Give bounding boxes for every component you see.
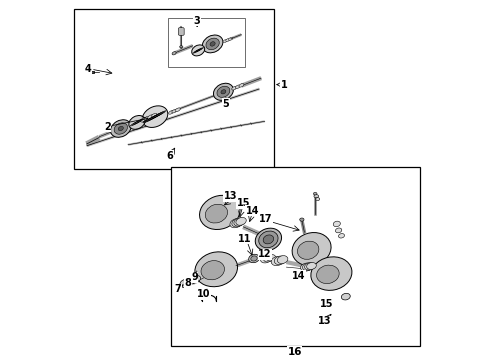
Ellipse shape [263,235,273,244]
Ellipse shape [86,71,89,73]
Ellipse shape [195,252,238,287]
Ellipse shape [300,263,312,271]
Text: 6: 6 [167,150,173,161]
Ellipse shape [339,234,344,238]
Ellipse shape [274,256,286,265]
Text: 17: 17 [259,213,272,224]
Ellipse shape [302,263,314,271]
Bar [168,18,245,67]
Ellipse shape [259,231,278,248]
Ellipse shape [192,45,205,56]
Text: 1: 1 [280,80,287,90]
FancyBboxPatch shape [178,28,184,35]
Ellipse shape [214,83,233,100]
Text: 2: 2 [104,122,111,132]
Ellipse shape [217,86,230,97]
Text: 3: 3 [194,15,200,26]
Ellipse shape [311,257,352,291]
Ellipse shape [292,233,331,266]
Bar [171,167,419,346]
Ellipse shape [235,85,240,89]
Ellipse shape [118,126,123,131]
Ellipse shape [314,192,317,195]
Ellipse shape [144,116,150,121]
Text: 7: 7 [174,284,181,294]
Ellipse shape [230,219,242,228]
Ellipse shape [239,84,244,87]
Ellipse shape [307,262,317,269]
Ellipse shape [249,254,259,263]
Text: 11: 11 [238,234,251,244]
Ellipse shape [147,115,154,119]
Ellipse shape [232,86,237,90]
Ellipse shape [151,113,157,118]
Ellipse shape [223,40,227,42]
Ellipse shape [129,116,145,129]
Ellipse shape [277,256,288,264]
Text: 16: 16 [288,347,302,357]
Ellipse shape [264,255,273,262]
Bar [87,71,94,73]
Text: 15: 15 [237,198,250,208]
Ellipse shape [297,241,319,259]
Ellipse shape [205,204,227,223]
Ellipse shape [111,120,131,137]
Ellipse shape [172,109,177,113]
Text: 15: 15 [319,299,333,309]
Ellipse shape [342,293,350,300]
Ellipse shape [317,265,339,284]
Ellipse shape [172,51,176,55]
Text: 12: 12 [258,249,271,259]
Ellipse shape [316,198,319,201]
Ellipse shape [180,46,183,48]
Ellipse shape [267,255,275,261]
Ellipse shape [180,279,191,287]
Ellipse shape [202,35,223,53]
Ellipse shape [236,217,246,225]
Text: 9: 9 [191,272,198,282]
Ellipse shape [193,276,201,282]
Ellipse shape [234,218,245,226]
Ellipse shape [232,218,244,227]
Ellipse shape [255,228,282,251]
Ellipse shape [142,106,168,127]
Ellipse shape [228,37,233,40]
Text: 5: 5 [222,99,229,109]
Ellipse shape [271,256,284,266]
Ellipse shape [251,256,257,261]
Ellipse shape [201,261,224,280]
Ellipse shape [314,194,319,198]
Text: 10: 10 [197,289,210,299]
Text: 8: 8 [185,278,192,288]
Ellipse shape [187,278,196,284]
Ellipse shape [199,195,240,229]
Ellipse shape [206,38,220,50]
Ellipse shape [175,108,180,112]
Text: 13: 13 [224,191,237,201]
Text: 14: 14 [292,271,306,281]
Text: 4: 4 [84,64,91,74]
Ellipse shape [300,218,304,221]
Ellipse shape [169,111,174,114]
Ellipse shape [141,118,147,122]
Ellipse shape [336,228,342,233]
Ellipse shape [305,263,315,270]
Ellipse shape [114,123,127,134]
Bar [74,9,274,169]
Ellipse shape [226,39,230,41]
Text: 13: 13 [318,316,331,327]
Ellipse shape [333,221,341,227]
Text: 14: 14 [245,206,259,216]
Ellipse shape [261,256,271,263]
Ellipse shape [221,90,226,94]
Ellipse shape [210,42,215,46]
